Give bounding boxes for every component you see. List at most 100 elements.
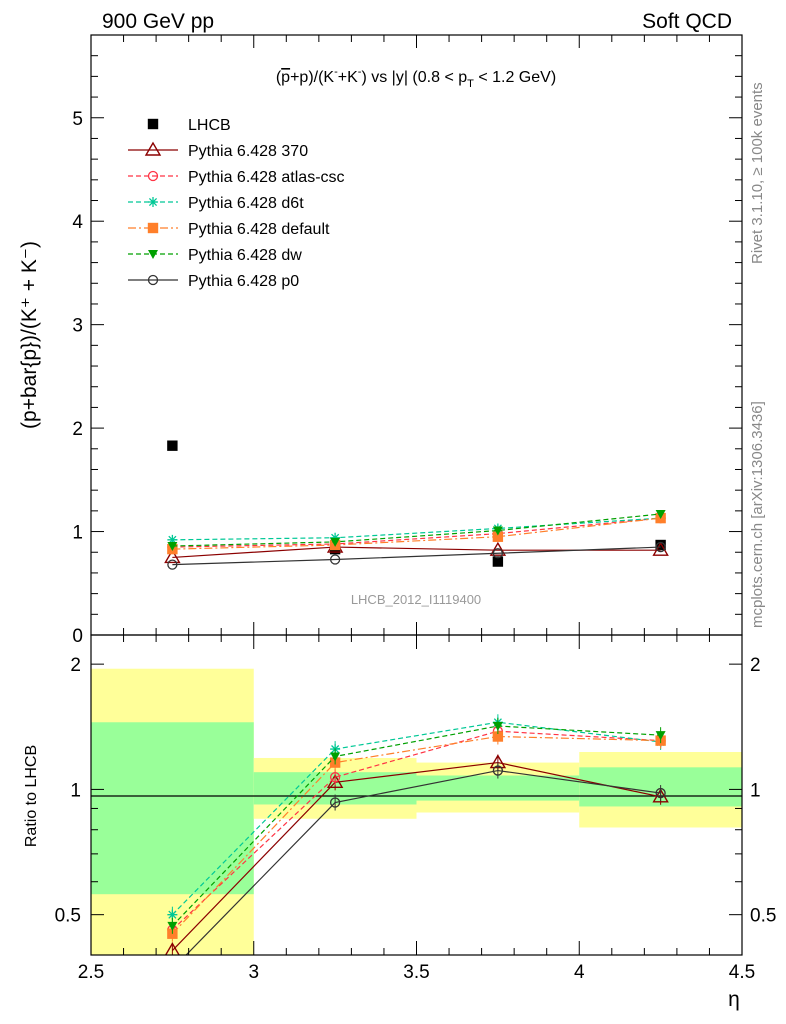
legend-entry-pythia-6-428-370: Pythia 6.428 370: [128, 141, 308, 160]
ratio-axis-ticks: 2.5 3 3.5 4 4.5 0.5 0.5 1 1 2 2: [55, 635, 776, 983]
x-tick-label: 4.5: [729, 962, 755, 983]
uncertainty-band-inner: [91, 722, 254, 895]
legend-label: LHCB: [188, 117, 231, 134]
ratio-y-tick-label: 1: [70, 780, 81, 801]
ratio-data-point: [329, 772, 341, 783]
main-y-tick-label: 3: [72, 316, 83, 337]
ratio-series-line: [171, 730, 661, 931]
ratio-data-point: [655, 787, 666, 799]
ratio-data-point: [326, 773, 344, 789]
ratio-y-tick-label-right: 1: [750, 780, 761, 801]
legend: LHCB Pythia 6.428 370 Pythia 6.428 atlas-c…: [128, 117, 345, 290]
main-data-point: [492, 531, 504, 542]
main-series-pythia-6-428-dw: [167, 509, 666, 552]
legend-entry-pythia-6-428-p0: Pythia 6.428 p0: [128, 273, 299, 290]
main-data-point: [330, 537, 341, 547]
mcplots-credit-text: mcplots.cern.ch [arXiv:1306.3436]: [749, 401, 766, 628]
ratio-data-point: [167, 909, 178, 920]
ratio-series-pythia-6-428-p0: [168, 762, 666, 974]
ratio-data-point: [330, 752, 341, 762]
legend-marker: [147, 118, 159, 130]
title-pbar: p: [281, 69, 290, 86]
legend-label: Pythia 6.428 dw: [188, 247, 302, 264]
ratio-series-pythia-6-428-dw: [167, 718, 666, 934]
main-data-point: [492, 526, 503, 536]
main-data-point: [167, 542, 178, 552]
x-axis-label: η: [728, 988, 740, 1011]
main-y-tick-label: 5: [72, 109, 83, 130]
ratio-data-point: [164, 942, 180, 955]
main-series-pythia-6-428-370: [164, 538, 669, 564]
ratio-y-tick-label: 2: [70, 655, 81, 676]
legend-label: Pythia 6.428 d6t: [188, 195, 304, 212]
main-data-point: [164, 549, 181, 564]
ratio-series: [164, 714, 669, 974]
legend-entry-pythia-6-428-atlas-csc: Pythia 6.428 atlas-csc: [128, 169, 345, 186]
main-series-line: [172, 517, 661, 541]
legend-marker: [148, 250, 158, 259]
main-data-point: [492, 556, 504, 567]
main-data-point: [329, 554, 341, 565]
ratio-y-tick-label-right: 0.5: [750, 906, 776, 927]
main-data-point: [167, 534, 178, 545]
ratio-y-axis-label: Ratio to LHCB: [23, 745, 40, 847]
main-data-point: [655, 509, 666, 519]
ratio-y-tick-label: 0.5: [55, 906, 81, 927]
ratio-series-line: [171, 761, 661, 951]
ratio-uncertainty-bands: [91, 668, 742, 955]
ratio-series-line: [171, 735, 661, 935]
ratio-data-point: [655, 731, 666, 741]
legend-entry-pythia-6-428-d6t: Pythia 6.428 d6t: [128, 195, 304, 212]
legend-label: Pythia 6.428 p0: [188, 273, 299, 290]
main-y-axis-label: (p+bar{p})/(K⁺ + K⁻): [18, 241, 41, 429]
legend-entry-lhcb: LHCB: [147, 117, 231, 134]
header-right: Soft QCD: [642, 10, 732, 33]
x-tick-label: 4: [574, 962, 585, 983]
legend-entry-pythia-6-428-dw: Pythia 6.428 dw: [128, 247, 302, 264]
main-y-tick-label: 4: [72, 212, 83, 233]
main-series-pythia-6-428-p0: [167, 541, 666, 570]
main-data-point: [655, 539, 666, 551]
ratio-series-line: [171, 725, 661, 927]
legend-marker: [148, 197, 158, 207]
ratio-panel: 2.5 3 3.5 4 4.5 0.5 0.5 1 1 2 2 Ratio to LHCB η: [23, 634, 776, 1011]
ratio-series-line: [185, 769, 661, 955]
main-data-point: [489, 541, 507, 556]
ratio-data-point: [492, 722, 503, 732]
legend-label: Pythia 6.428 default: [188, 221, 330, 238]
main-data-point: [655, 541, 666, 553]
main-axis-ticks: 0 1 2 3 4 5: [72, 34, 743, 647]
main-series-pythia-6-428-d6t: [167, 513, 666, 545]
main-series-line: [172, 517, 661, 550]
main-series-line: [172, 517, 661, 548]
ratio-y-tick-label-right: 2: [750, 655, 761, 676]
ratio-data-point: [329, 797, 341, 808]
main-y-tick-label: 1: [72, 523, 83, 544]
uncertainty-band-inner: [416, 775, 580, 801]
main-data-point: [167, 559, 178, 570]
main-series-line: [172, 546, 661, 566]
x-tick-label: 3: [248, 962, 259, 983]
x-tick-label: 3.5: [403, 962, 429, 983]
ratio-data-point: [168, 965, 177, 974]
main-data-point: [492, 548, 504, 559]
ratio-data-point: [492, 731, 504, 742]
legend-label: Pythia 6.428 atlas-csc: [188, 169, 345, 186]
ratio-data-point: [492, 765, 504, 776]
legend-marker: [144, 141, 162, 156]
ratio-data-point: [167, 921, 178, 931]
main-series: [164, 440, 669, 570]
header-left: 900 GeV pp: [102, 10, 214, 33]
main-data-point: [330, 532, 341, 543]
main-title: (p+p)/(K-+K-) vs |y| (0.8 < pT < 1.2 GeV…: [276, 66, 556, 90]
main-series-line: [172, 513, 661, 547]
analysis-watermark: LHCB_2012_I1119400: [351, 592, 481, 607]
legend-marker: [147, 222, 159, 234]
legend-label: Pythia 6.428 370: [188, 143, 308, 160]
main-data-point: [167, 440, 178, 451]
rivet-version-text: Rivet 3.1.10, ≥ 100k events: [749, 82, 766, 264]
main-y-tick-label: 2: [72, 419, 83, 440]
legend-entry-pythia-6-428-default: Pythia 6.428 default: [128, 221, 330, 238]
main-panel: 0 1 2 3 4 5 (p+p)/(K-+K-) vs |y| (0.8 < pT < …: [18, 34, 743, 647]
